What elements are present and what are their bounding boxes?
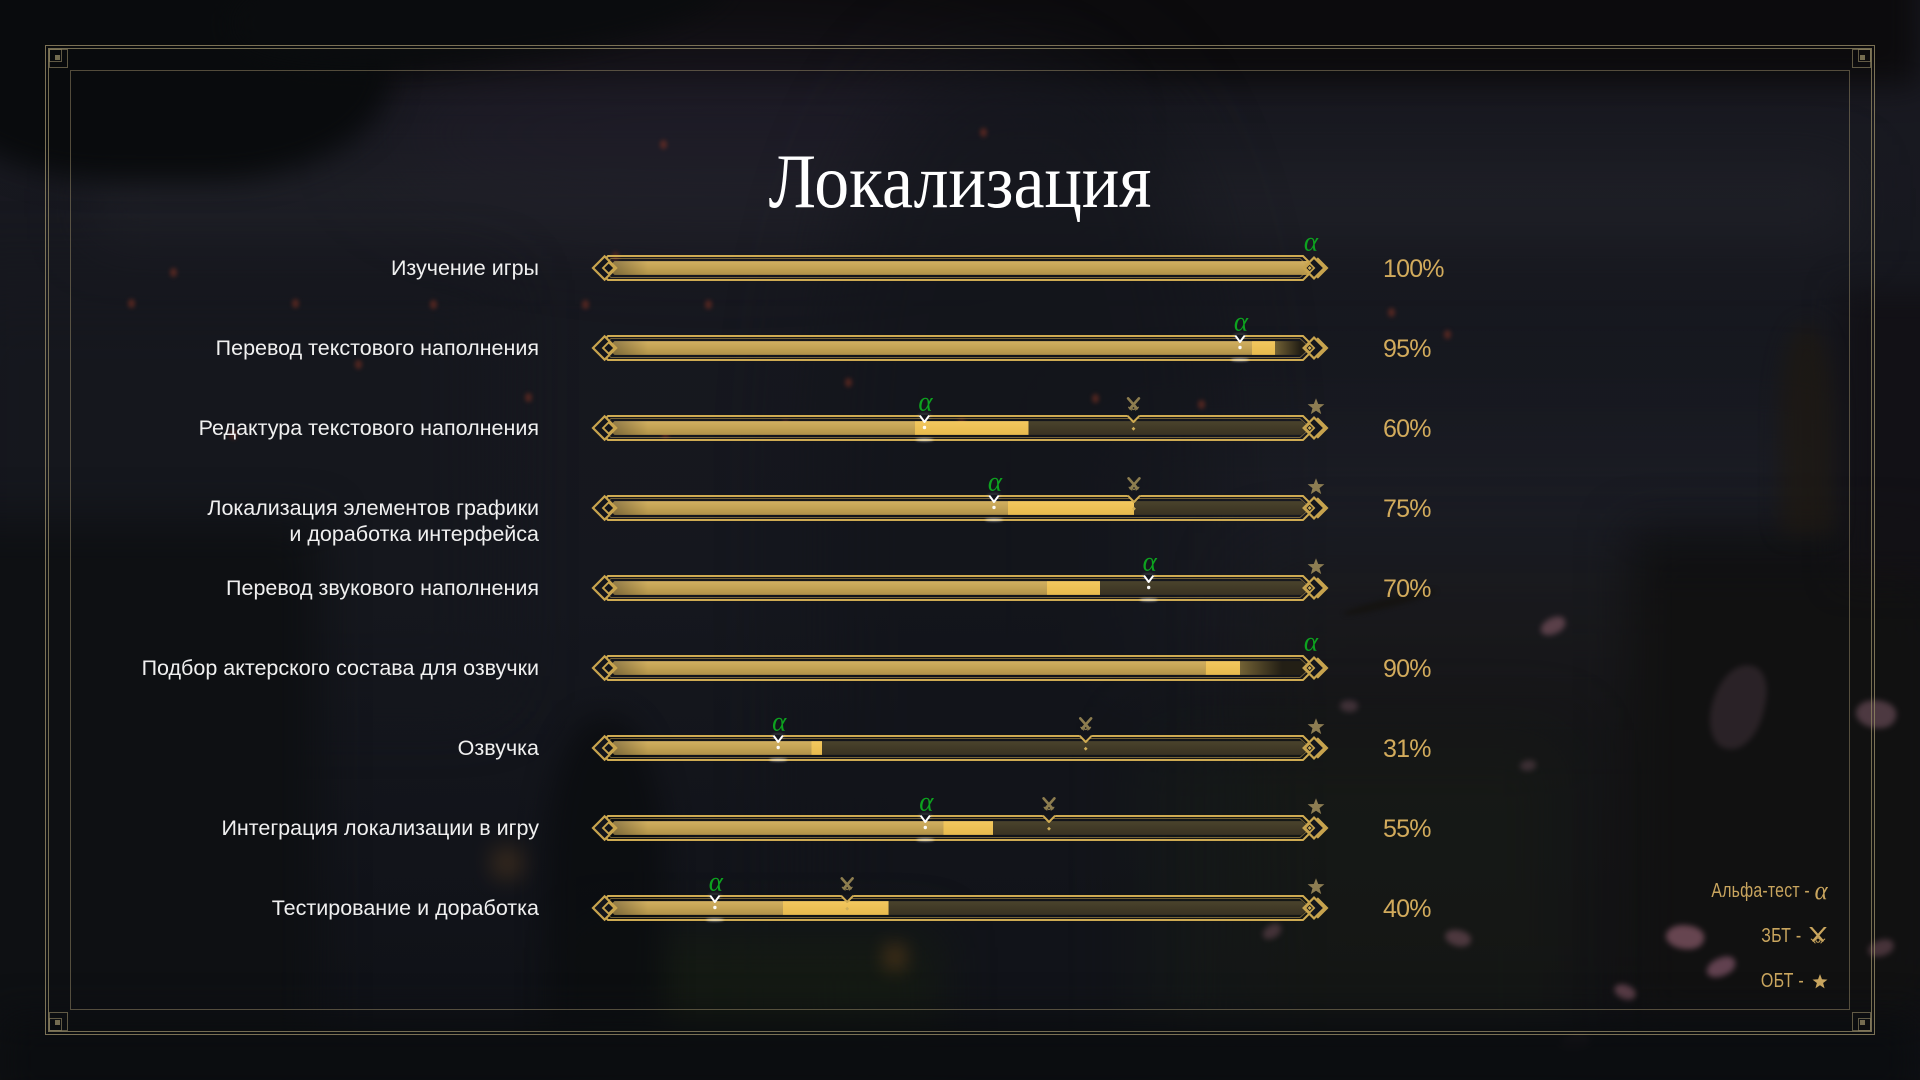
svg-text:α: α [1304,227,1319,257]
svg-text:α: α [772,707,787,737]
svg-text:α: α [1234,307,1249,337]
svg-text:α: α [1143,547,1158,577]
svg-text:α: α [919,787,934,817]
svg-text:α: α [1304,627,1319,657]
svg-text:α: α [918,387,933,417]
svg-text:α: α [988,467,1003,497]
svg-text:α: α [709,867,724,897]
